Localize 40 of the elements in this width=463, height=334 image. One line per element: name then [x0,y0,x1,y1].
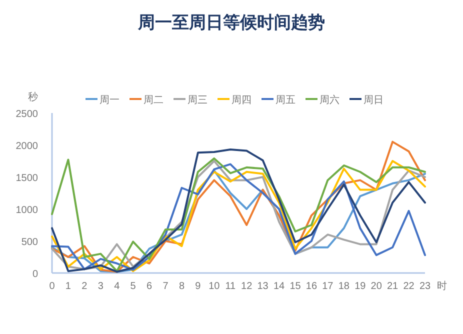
x-tick-label: 0 [49,281,56,292]
x-tick-label: 9 [195,281,202,292]
y-tick-label: 500 [21,237,38,248]
x-tick-label: 1 [65,281,72,292]
x-tick-label: 11 [225,281,236,292]
x-tick-label: 22 [403,281,415,292]
x-tick-label: 3 [98,281,104,292]
legend-label: 周日 [364,95,384,106]
x-tick-label: 17 [322,281,334,292]
y-tick-label: 1000 [16,205,38,216]
x-tick-label: 21 [387,281,399,292]
y-axis-title: 秒 [28,91,38,103]
legend-label: 周五 [276,95,296,106]
legend-label: 周三 [188,95,208,106]
legend-label: 周四 [232,95,252,106]
y-tick-label: 1500 [16,173,38,184]
legend-label: 周一 [100,95,120,106]
x-tick-label: 20 [370,281,382,292]
x-axis-title: 时 [437,280,447,292]
x-tick-label: 15 [290,281,302,292]
x-tick-label: 6 [146,281,153,292]
x-tick-label: 2 [82,281,88,292]
x-tick-label: 13 [257,281,269,292]
x-tick-label: 5 [130,281,136,292]
x-tick-label: 23 [419,281,431,292]
x-tick-label: 10 [208,281,220,292]
x-tick-label: 19 [354,281,366,292]
y-tick-label: 0 [32,269,38,280]
legend-label: 周六 [320,94,340,106]
x-tick-label: 7 [162,281,169,292]
x-tick-label: 4 [114,281,120,292]
x-tick-label: 8 [178,281,185,292]
x-tick-label: 16 [306,281,318,292]
legend-label: 周二 [144,95,164,106]
y-tick-label: 2000 [16,141,38,152]
chart-title: 周一至周日等候时间趋势 [137,13,325,32]
x-tick-label: 12 [241,281,253,292]
y-tick-label: 2500 [16,109,38,120]
x-tick-label: 18 [338,281,350,292]
x-tick-label: 14 [273,281,286,292]
